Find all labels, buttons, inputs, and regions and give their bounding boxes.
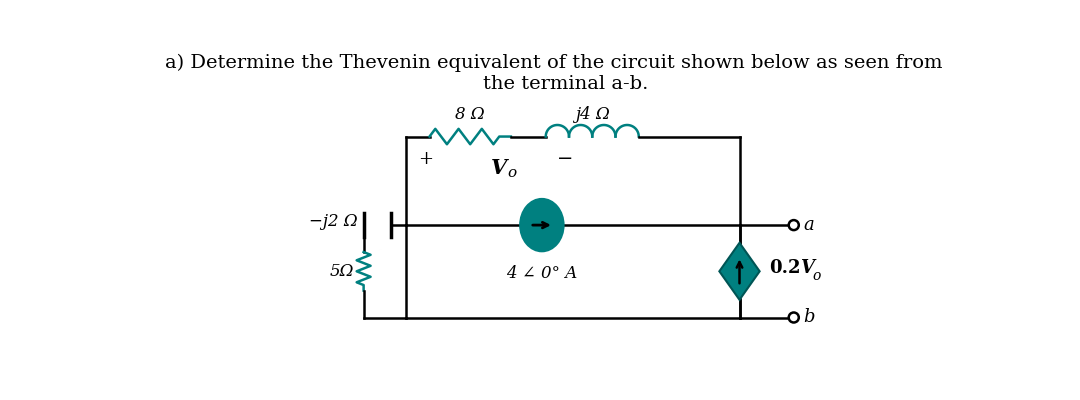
Text: o: o — [812, 269, 821, 283]
Text: 5Ω: 5Ω — [330, 263, 354, 280]
Text: j4 Ω: j4 Ω — [575, 106, 609, 123]
Text: b: b — [804, 308, 814, 326]
Circle shape — [788, 220, 799, 230]
Text: a: a — [804, 216, 814, 234]
Ellipse shape — [521, 199, 564, 251]
Text: 8 Ω: 8 Ω — [455, 106, 485, 123]
Text: −j2 Ω: −j2 Ω — [309, 213, 357, 230]
Text: 0.2: 0.2 — [769, 259, 800, 277]
Text: 4 ∠ 0° A: 4 ∠ 0° A — [507, 265, 578, 282]
Text: V: V — [800, 259, 814, 277]
Text: o: o — [508, 166, 516, 180]
Circle shape — [788, 312, 799, 322]
Text: V: V — [491, 158, 508, 178]
Polygon shape — [719, 243, 759, 300]
Text: +: + — [418, 150, 433, 168]
Text: −: − — [557, 150, 573, 168]
Text: the terminal a-b.: the terminal a-b. — [458, 75, 649, 93]
Text: a) Determine the Thevenin equivalent of the circuit shown below as seen from: a) Determine the Thevenin equivalent of … — [165, 54, 942, 72]
